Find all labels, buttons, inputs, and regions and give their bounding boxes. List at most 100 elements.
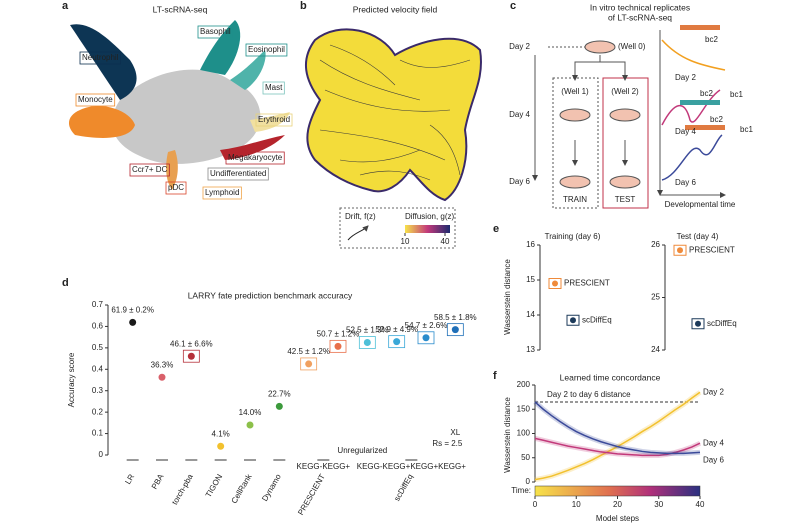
y-tick-label: 16 bbox=[526, 240, 535, 249]
umap bbox=[68, 20, 290, 190]
colorbar-label: Time: bbox=[511, 486, 531, 495]
well-label: (Well 1) bbox=[561, 87, 589, 96]
y-tick-label: 100 bbox=[517, 429, 531, 438]
value-label: 36.3% bbox=[151, 360, 174, 369]
group-label: KEGG-KEGG+ bbox=[297, 462, 351, 471]
box bbox=[446, 323, 464, 337]
y-tick-label: 50 bbox=[521, 453, 530, 462]
y-tick-label: 0.2 bbox=[92, 407, 104, 416]
dot bbox=[334, 342, 342, 350]
x-tick-label: 0 bbox=[533, 500, 538, 509]
value-label: 52.9 ± 4.9% bbox=[375, 325, 418, 334]
dot bbox=[275, 402, 283, 410]
curve-day-label: Day 2 bbox=[675, 73, 696, 82]
dot bbox=[422, 334, 430, 342]
cell-label: pDC bbox=[168, 183, 184, 192]
value-label: 61.9 ± 0.2% bbox=[111, 305, 154, 314]
x-tick-label: scDiffEq bbox=[392, 473, 415, 503]
curve-day-label: Day 4 bbox=[675, 127, 696, 136]
axis-label: Developmental time bbox=[665, 200, 736, 209]
value-label: 52.5 ± 1.3% bbox=[346, 326, 389, 335]
y-tick-label: 0.3 bbox=[92, 386, 104, 395]
barcode-label: bc1 bbox=[730, 90, 743, 99]
well-label: (Well 0) bbox=[618, 42, 646, 51]
barcode-label: bc2 bbox=[700, 89, 713, 98]
cell-label-box bbox=[225, 151, 285, 165]
box bbox=[182, 349, 200, 363]
dot bbox=[695, 320, 701, 327]
cell-label: Erythroid bbox=[258, 115, 290, 124]
experiment-diagram bbox=[532, 25, 726, 209]
cell-label-box bbox=[197, 25, 234, 39]
x-axis-label: Model steps bbox=[596, 514, 639, 523]
series-label: Day 6 bbox=[703, 456, 724, 465]
box bbox=[358, 336, 376, 349]
test-label: TEST bbox=[615, 195, 636, 204]
chart-title: Training (day 6) bbox=[545, 232, 601, 241]
dot bbox=[570, 317, 576, 324]
barcode-label: bc2 bbox=[710, 115, 723, 124]
cell-label-box bbox=[202, 186, 242, 200]
value-label: 46.1 ± 6.6% bbox=[170, 339, 213, 348]
y-tick-label: 0 bbox=[99, 450, 104, 459]
y-axis-label: Wasserstein distance bbox=[503, 259, 512, 335]
group-label: XL bbox=[450, 428, 460, 437]
cell-label-box bbox=[75, 93, 116, 107]
day-label: Day 2 bbox=[509, 42, 530, 51]
x-tick-label: PBA bbox=[150, 472, 166, 491]
value-label: 42.5 ± 1.2% bbox=[287, 347, 330, 356]
curve-day-label: Day 6 bbox=[675, 178, 696, 187]
cell-label-box bbox=[255, 113, 293, 127]
group-label: Unregularized bbox=[337, 446, 387, 455]
dot bbox=[393, 338, 401, 346]
reference-label: Day 2 to day 6 distance bbox=[547, 390, 631, 399]
y-axis-label: Accuracy score bbox=[67, 352, 76, 407]
value-label: 14.0% bbox=[239, 408, 262, 417]
cell-label: Monocyte bbox=[78, 95, 113, 104]
y-tick-label: 14 bbox=[526, 310, 535, 319]
y-tick-label: 200 bbox=[517, 380, 531, 389]
x-tick-label: 30 bbox=[654, 500, 663, 509]
panel-letter: c bbox=[510, 0, 516, 12]
dot bbox=[129, 318, 137, 326]
x-tick-label: CellRank bbox=[230, 472, 255, 505]
cell-label-box bbox=[129, 163, 170, 177]
panel-letter: a bbox=[62, 0, 69, 12]
x-tick-label: 20 bbox=[613, 500, 622, 509]
y-axis-label: Wasserstein distance bbox=[503, 397, 512, 473]
series-label: PRESCIENT bbox=[564, 279, 610, 288]
value-label: 4.1% bbox=[212, 429, 230, 438]
box bbox=[300, 357, 318, 371]
colorbar-tick-label: 40 bbox=[441, 237, 450, 246]
cell-label-box bbox=[165, 181, 187, 195]
series-label: Day 2 bbox=[703, 387, 724, 396]
box bbox=[329, 339, 347, 353]
chart-title: Learned time concordance bbox=[560, 372, 661, 382]
dot bbox=[451, 326, 459, 334]
dot bbox=[158, 373, 166, 381]
panel-title: In vitro technical replicates bbox=[590, 2, 690, 12]
dot bbox=[187, 352, 195, 360]
panel-letter: d bbox=[62, 277, 69, 289]
y-tick-label: 0.6 bbox=[92, 322, 104, 331]
box bbox=[566, 314, 580, 326]
series-label: scDiffEq bbox=[582, 315, 612, 324]
time-colorbar bbox=[534, 485, 701, 497]
cell-label: Mast bbox=[265, 83, 283, 92]
value-label: 50.7 ± 1.2% bbox=[317, 329, 360, 338]
dot bbox=[305, 360, 313, 368]
cell-label-box bbox=[207, 167, 269, 181]
cell-label: Undifferentiated bbox=[210, 169, 266, 178]
box bbox=[691, 318, 705, 330]
cell-label: Basophil bbox=[200, 27, 231, 36]
velocity-field bbox=[304, 28, 482, 249]
line bbox=[534, 391, 701, 481]
legend-label: Drift, f(z) bbox=[345, 212, 376, 221]
colorbar-tick-label: 10 bbox=[401, 237, 410, 246]
y-tick-label: 25 bbox=[651, 293, 660, 302]
x-tick-label: 10 bbox=[572, 500, 581, 509]
cell-label: Ccr7+ DC bbox=[132, 165, 168, 174]
dot bbox=[363, 339, 371, 346]
series-label: scDiffEq bbox=[707, 319, 737, 328]
cell-label: Megakaryocyte bbox=[228, 153, 283, 162]
